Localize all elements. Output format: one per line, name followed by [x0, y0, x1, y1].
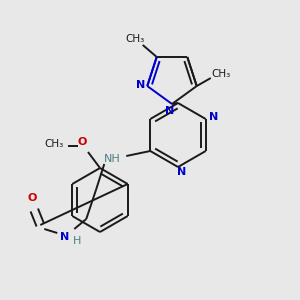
Text: N: N — [60, 232, 69, 242]
Text: H: H — [73, 236, 82, 246]
Text: NH: NH — [104, 154, 121, 164]
Text: CH₃: CH₃ — [125, 34, 144, 44]
Text: N: N — [165, 106, 175, 116]
Text: N: N — [136, 80, 145, 90]
Text: N: N — [177, 167, 187, 177]
Text: O: O — [77, 137, 87, 147]
Text: O: O — [28, 193, 37, 203]
Text: CH₃: CH₃ — [44, 139, 64, 149]
Text: CH₃: CH₃ — [211, 69, 230, 79]
Text: N: N — [209, 112, 218, 122]
